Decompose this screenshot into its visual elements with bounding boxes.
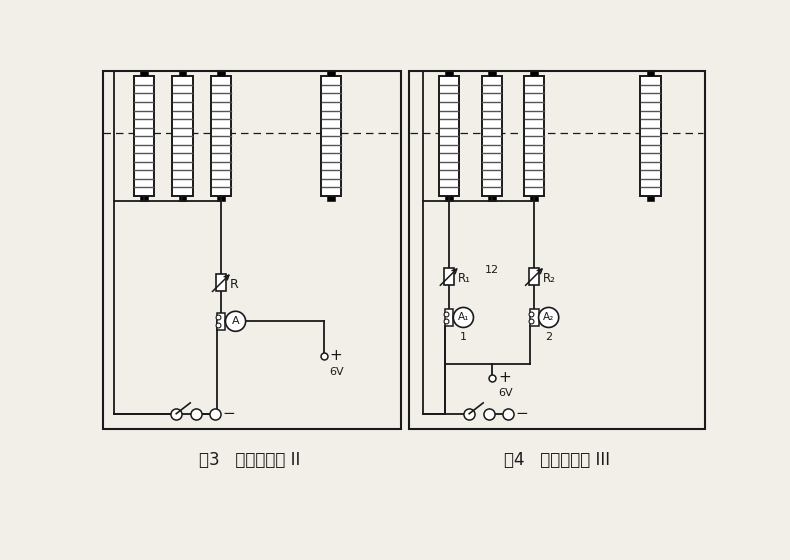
Bar xyxy=(211,76,231,196)
Bar xyxy=(327,71,335,76)
Bar xyxy=(135,78,152,194)
Bar xyxy=(446,196,453,201)
Bar xyxy=(487,71,495,76)
Circle shape xyxy=(453,307,473,328)
Bar xyxy=(446,71,453,76)
Bar xyxy=(530,71,538,76)
Bar xyxy=(525,76,544,196)
Text: A₁: A₁ xyxy=(457,312,469,323)
Bar xyxy=(179,71,186,76)
Bar xyxy=(439,76,459,196)
Bar xyxy=(641,76,660,196)
Bar xyxy=(530,196,538,201)
Bar xyxy=(213,78,230,194)
Bar xyxy=(445,309,453,326)
Text: +: + xyxy=(498,370,510,385)
Bar xyxy=(174,78,191,194)
Bar xyxy=(140,196,148,201)
Bar xyxy=(322,76,341,196)
Bar xyxy=(327,196,335,201)
Bar xyxy=(487,196,495,201)
Text: R₁: R₁ xyxy=(457,272,471,284)
Bar xyxy=(530,309,539,326)
Bar xyxy=(134,76,154,196)
Bar xyxy=(172,76,193,196)
Bar xyxy=(140,71,148,76)
Bar xyxy=(483,78,500,194)
Bar xyxy=(103,71,401,429)
Bar xyxy=(323,78,340,194)
Circle shape xyxy=(539,307,559,328)
Bar xyxy=(217,196,225,201)
Text: −: − xyxy=(223,406,235,421)
Text: R: R xyxy=(230,278,239,291)
Bar xyxy=(482,76,502,196)
Text: 2: 2 xyxy=(545,332,552,342)
Text: +: + xyxy=(329,348,342,363)
Bar xyxy=(441,78,457,194)
Bar xyxy=(217,71,225,76)
Text: 12: 12 xyxy=(484,265,498,276)
Text: 6V: 6V xyxy=(329,367,344,377)
Bar xyxy=(216,274,226,291)
Text: 图4   试验接线图 III: 图4 试验接线图 III xyxy=(504,451,610,469)
Text: A₂: A₂ xyxy=(543,312,555,323)
Text: −: − xyxy=(516,406,529,421)
Bar xyxy=(647,196,654,201)
Bar xyxy=(444,268,454,285)
Bar xyxy=(408,71,705,429)
Bar xyxy=(647,71,654,76)
Text: A: A xyxy=(231,316,239,326)
Bar xyxy=(526,78,543,194)
Bar xyxy=(179,196,186,201)
Circle shape xyxy=(225,311,246,332)
Bar xyxy=(529,268,540,285)
Bar xyxy=(217,313,225,330)
Text: 6V: 6V xyxy=(498,388,513,398)
Text: R₂: R₂ xyxy=(543,272,555,284)
Text: 1: 1 xyxy=(460,332,467,342)
Text: 图3   试验接线图 II: 图3 试验接线图 II xyxy=(199,451,300,469)
Bar xyxy=(642,78,659,194)
